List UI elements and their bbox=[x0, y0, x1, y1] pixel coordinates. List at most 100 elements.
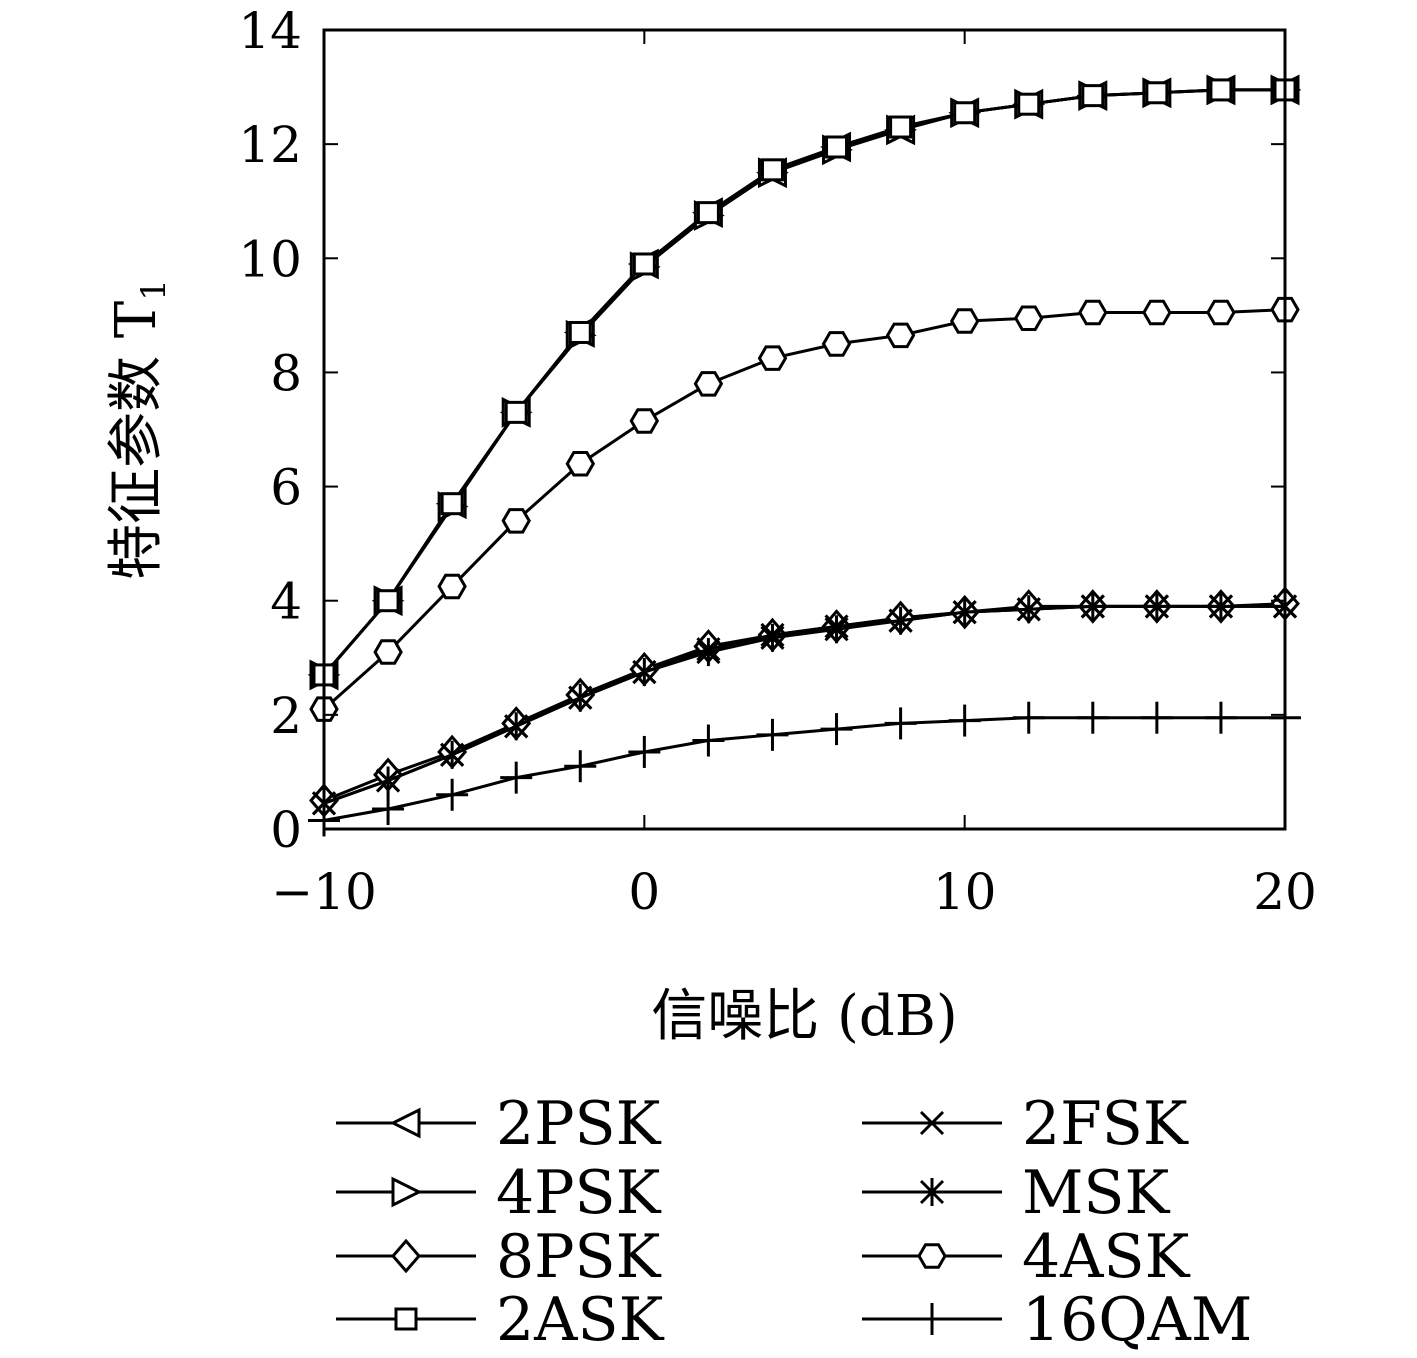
series-line-2fsk bbox=[323, 604, 1285, 805]
point-2ask bbox=[696, 201, 720, 225]
series-line-4psk bbox=[322, 88, 1285, 676]
point-16qam bbox=[436, 778, 469, 811]
point-msk bbox=[1080, 592, 1105, 621]
point-2ask bbox=[504, 400, 528, 424]
y-tick-label: 4 bbox=[270, 573, 302, 631]
point-16qam bbox=[1204, 701, 1237, 734]
point-msk bbox=[760, 623, 785, 652]
y-axis-title-subscript: 1 bbox=[134, 279, 174, 301]
legend-item-2ask: 2ASK bbox=[336, 1285, 665, 1355]
legend-marker-2ask bbox=[394, 1307, 418, 1331]
point-16qam bbox=[1012, 701, 1045, 734]
legend-label-4psk: 4PSK bbox=[496, 1158, 662, 1228]
legend-label-2ask: 2ASK bbox=[496, 1285, 665, 1355]
point-msk bbox=[1208, 592, 1233, 621]
legend-item-2fsk: 2FSK bbox=[862, 1089, 1189, 1159]
legend-marker-4psk bbox=[391, 1176, 423, 1208]
point-4ask bbox=[1142, 299, 1172, 326]
point-16qam bbox=[884, 707, 917, 740]
series-line-4ask bbox=[323, 308, 1286, 711]
x-tick-label: 0 bbox=[628, 863, 660, 921]
point-msk bbox=[1016, 595, 1041, 624]
legend-label-msk: MSK bbox=[1022, 1158, 1171, 1228]
point-msk bbox=[632, 658, 657, 687]
point-2ask bbox=[440, 492, 464, 516]
legend: 2PSK 2FSK 4PSK MSK 8PSK 4ASK 2ASK 16QAM bbox=[336, 1089, 1252, 1355]
x-tick-label: −10 bbox=[271, 863, 377, 921]
point-msk bbox=[1144, 592, 1169, 621]
point-4ask bbox=[565, 451, 596, 477]
legend-item-4ask: 4ASK bbox=[862, 1222, 1191, 1292]
point-2ask bbox=[953, 101, 977, 125]
point-4ask bbox=[885, 322, 916, 349]
legend-label-8psk: 8PSK bbox=[496, 1222, 662, 1292]
axis-ticks bbox=[323, 29, 1286, 830]
point-4ask bbox=[1206, 299, 1236, 326]
y-tick-label: 14 bbox=[238, 2, 302, 60]
point-msk bbox=[824, 615, 849, 644]
point-4ask bbox=[821, 331, 852, 357]
point-2ask bbox=[1017, 92, 1041, 116]
y-tick-label: 10 bbox=[238, 230, 302, 288]
series-16qam bbox=[308, 701, 1301, 837]
legend-label-2fsk: 2FSK bbox=[1022, 1089, 1189, 1159]
point-4ask bbox=[437, 573, 467, 600]
y-axis-title-text: 特征参数 T bbox=[104, 301, 169, 580]
point-16qam bbox=[1140, 701, 1173, 734]
point-2ask bbox=[1081, 84, 1105, 108]
point-2ask bbox=[568, 320, 592, 344]
series-2fsk bbox=[311, 594, 1298, 816]
point-msk bbox=[568, 683, 593, 712]
y-tick-label: 2 bbox=[270, 687, 302, 745]
point-2ask bbox=[760, 158, 784, 182]
point-4ask bbox=[629, 408, 660, 434]
legend-marker-2psk bbox=[389, 1107, 421, 1139]
point-2ask bbox=[1145, 81, 1169, 105]
series-line-msk bbox=[323, 604, 1285, 805]
series-2ask bbox=[312, 78, 1297, 687]
point-msk bbox=[376, 766, 401, 795]
point-4ask bbox=[693, 371, 724, 397]
point-4ask bbox=[1078, 299, 1108, 326]
point-4ask bbox=[757, 345, 788, 371]
point-16qam bbox=[628, 735, 661, 768]
point-2ask bbox=[825, 135, 849, 159]
point-16qam bbox=[372, 793, 405, 826]
legend-marker-4ask bbox=[917, 1243, 947, 1269]
series-line-2ask bbox=[322, 88, 1285, 676]
legend-item-4psk: 4PSK bbox=[336, 1158, 662, 1228]
series-8psk bbox=[309, 586, 1300, 818]
point-2ask bbox=[632, 252, 656, 276]
legend-marker-8psk bbox=[391, 1238, 421, 1274]
legend-label-16qam: 16QAM bbox=[1022, 1285, 1252, 1355]
point-2ask bbox=[889, 115, 913, 139]
legend-marker-msk bbox=[919, 1178, 945, 1206]
point-16qam bbox=[820, 713, 853, 746]
point-msk bbox=[952, 598, 977, 627]
legend-label-2psk: 2PSK bbox=[496, 1089, 662, 1159]
legend-marker-2fsk bbox=[919, 1110, 945, 1136]
y-tick-label: 12 bbox=[238, 116, 302, 174]
point-16qam bbox=[756, 718, 789, 751]
y-axis-title: 特征参数 T1 bbox=[104, 279, 174, 580]
point-4ask bbox=[373, 639, 403, 665]
y-tick-label: 0 bbox=[270, 801, 302, 859]
svg-text:特征参数 T1: 特征参数 T1 bbox=[104, 279, 174, 580]
point-4ask bbox=[949, 308, 980, 334]
series-msk bbox=[311, 592, 1298, 818]
legend-marker-16qam bbox=[916, 1303, 948, 1335]
series-line-2psk bbox=[322, 88, 1285, 676]
point-msk bbox=[440, 740, 465, 769]
point-4ask bbox=[1013, 305, 1044, 331]
series-line-16qam bbox=[323, 716, 1285, 822]
point-16qam bbox=[692, 724, 725, 757]
point-16qam bbox=[500, 761, 533, 794]
x-tick-label: 20 bbox=[1253, 863, 1317, 921]
point-4ask bbox=[501, 508, 531, 534]
plot-frame bbox=[322, 28, 1287, 831]
point-2ask bbox=[376, 589, 400, 613]
legend-item-msk: MSK bbox=[862, 1158, 1171, 1228]
point-16qam bbox=[564, 750, 597, 783]
point-2ask bbox=[1209, 78, 1233, 102]
